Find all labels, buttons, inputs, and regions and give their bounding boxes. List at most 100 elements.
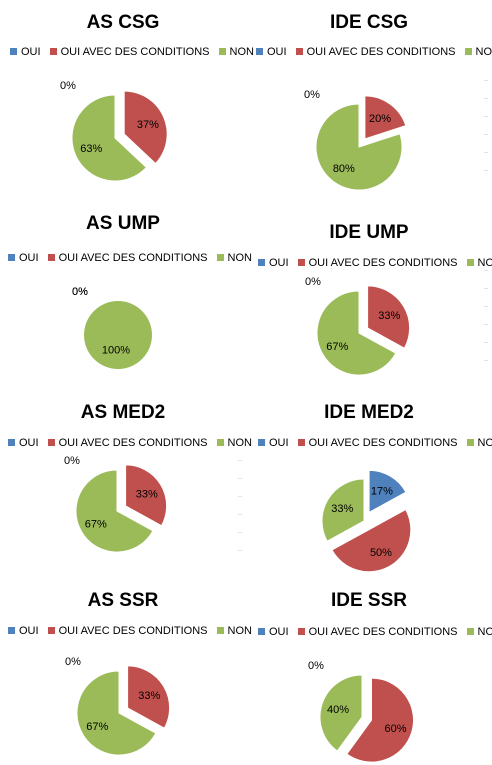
data-label: 67% <box>85 519 107 531</box>
data-label: 0% <box>308 660 324 672</box>
legend-label: NON <box>477 437 492 449</box>
legend-swatch <box>297 439 305 446</box>
chart-legend: OUI OUI AVEC DES CONDITIONS NON <box>258 626 492 638</box>
chart-legend: OUI OUI AVEC DES CONDITIONS NON <box>10 46 263 58</box>
legend-item: OUI AVEC DES CONDITIONS <box>47 625 208 637</box>
gridline-tick <box>238 478 242 479</box>
gridline-tick <box>238 460 242 461</box>
chart-legend: OUI OUI AVEC DES CONDITIONS NON <box>258 257 492 269</box>
pie-chart-panel: AS MED2 OUI OUI AVEC DES CONDITIONS NON 0% 33… <box>0 380 252 570</box>
pie-slice <box>71 94 148 182</box>
gridline-tick <box>484 342 488 343</box>
legend-label: OUI <box>269 257 289 269</box>
legend-item: OUI AVEC DES CONDITIONS <box>295 46 456 58</box>
pie-chart: 17% 50% 33% <box>321 469 412 573</box>
legend-swatch <box>49 48 57 55</box>
pie-chart: 0% 33% 67% <box>65 656 171 756</box>
gridline-tick <box>484 98 488 99</box>
data-label: 60% <box>384 723 406 735</box>
legend-label: OUI AVEC DES CONDITIONS <box>58 252 208 264</box>
chart-legend: OUI OUI AVEC DES CONDITIONS NON <box>8 625 261 637</box>
legend-item: OUI <box>256 46 287 58</box>
chart-legend: OUI OUI AVEC DES CONDITIONS NON <box>258 437 492 449</box>
gridline-tick <box>484 270 488 271</box>
legend-label: OUI AVEC DES CONDITIONS <box>306 46 456 58</box>
data-label: 80% <box>333 163 355 175</box>
gridline-tick <box>484 288 488 289</box>
legend-swatch <box>47 254 55 261</box>
legend-item: OUI <box>8 252 39 264</box>
legend-label: OUI <box>269 626 289 638</box>
chart-title: IDE SSR <box>330 590 408 611</box>
pie-slice <box>367 285 411 349</box>
legend-label: OUI AVEC DES CONDITIONS <box>58 625 208 637</box>
legend-swatch <box>466 628 474 635</box>
legend-swatch <box>8 439 15 446</box>
legend-swatch <box>47 627 55 634</box>
pie-slice <box>346 677 414 763</box>
pie-chart: 0% 37% 63% <box>60 80 168 182</box>
legend-item: NON <box>218 46 254 58</box>
gridline-tick <box>484 116 488 117</box>
pie-slice <box>75 469 154 553</box>
legend-item: OUI <box>258 626 289 638</box>
pie-chart-panel: AS UMP OUI OUI AVEC DES CONDITIONS NON 0% 0% 1… <box>0 190 252 380</box>
legend-label: OUI <box>267 46 287 58</box>
legend-swatch <box>47 439 55 446</box>
legend-swatch <box>216 627 224 634</box>
legend-label: NON <box>227 625 252 637</box>
legend-item: NON <box>216 252 252 264</box>
legend-label: NON <box>229 46 254 58</box>
chart-title: AS UMP <box>86 213 160 234</box>
legend-label: OUI AVEC DES CONDITIONS <box>58 437 208 449</box>
data-label: 0% <box>305 276 321 288</box>
legend-label: OUI AVEC DES CONDITIONS <box>308 437 458 449</box>
legend-label: OUI <box>21 46 41 58</box>
chart-legend: OUI OUI AVEC DES CONDITIONS NON <box>8 252 261 264</box>
pie-chart-panel: IDE UMP OUI OUI AVEC DES CONDITIONS NON 0% 33… <box>246 190 492 380</box>
pie-chart-panel: IDE SSR OUI OUI AVEC DES CONDITIONS NON 0% 60… <box>246 570 492 765</box>
data-label: 0% <box>64 455 80 467</box>
gridline-tick <box>484 134 488 135</box>
pie-chart-panel: AS CSG OUI OUI AVEC DES CONDITIONS NON 0% 37%… <box>0 0 254 190</box>
legend-item: OUI <box>258 437 289 449</box>
pie-slice <box>316 290 397 376</box>
gridline-tick <box>238 550 242 551</box>
pie-slice <box>127 665 171 729</box>
data-label: 100% <box>102 345 130 357</box>
legend-label: NON <box>477 257 492 269</box>
pie-slice <box>315 103 403 191</box>
pie-slice <box>84 301 152 369</box>
legend-label: OUI <box>19 252 39 264</box>
data-label: 0% <box>60 80 76 92</box>
data-label: 33% <box>138 690 160 702</box>
pie-slice <box>331 508 412 573</box>
gridline-tick <box>484 324 488 325</box>
legend-label: OUI AVEC DES CONDITIONS <box>308 626 458 638</box>
legend-label: OUI AVEC DES CONDITIONS <box>60 46 210 58</box>
pie-chart-panel: IDE MED2 OUI OUI AVEC DES CONDITIONS NON 17%… <box>246 380 492 573</box>
gridline-tick <box>238 496 242 497</box>
legend-item: OUI <box>10 46 41 58</box>
pie-chart: 0%0%100% <box>72 286 152 369</box>
chart-title: AS CSG <box>86 12 160 33</box>
legend-label: OUI AVEC DES CONDITIONS <box>308 257 458 269</box>
pie-slice <box>123 90 168 165</box>
chart-legend: OUI OUI AVEC DES CONDITIONS NON <box>256 46 492 58</box>
gridline-tick <box>238 514 242 515</box>
legend-label: OUI <box>269 437 289 449</box>
pie-slice <box>368 469 407 514</box>
legend-swatch <box>10 48 17 55</box>
data-label: 67% <box>326 341 348 353</box>
gridline-tick <box>484 306 488 307</box>
legend-swatch <box>258 259 265 266</box>
pie-chart: 0% 33% 67% <box>305 276 411 376</box>
data-label: 17% <box>371 486 393 498</box>
gridline-tick <box>484 80 488 81</box>
legend-swatch <box>256 48 263 55</box>
pie-chart-panel: IDE CSG OUI OUI AVEC DES CONDITIONS NON 0% 20… <box>246 0 492 191</box>
data-label: 20% <box>369 113 391 125</box>
legend-swatch <box>258 628 265 635</box>
legend-swatch <box>258 439 265 446</box>
legend-label: OUI <box>19 437 39 449</box>
